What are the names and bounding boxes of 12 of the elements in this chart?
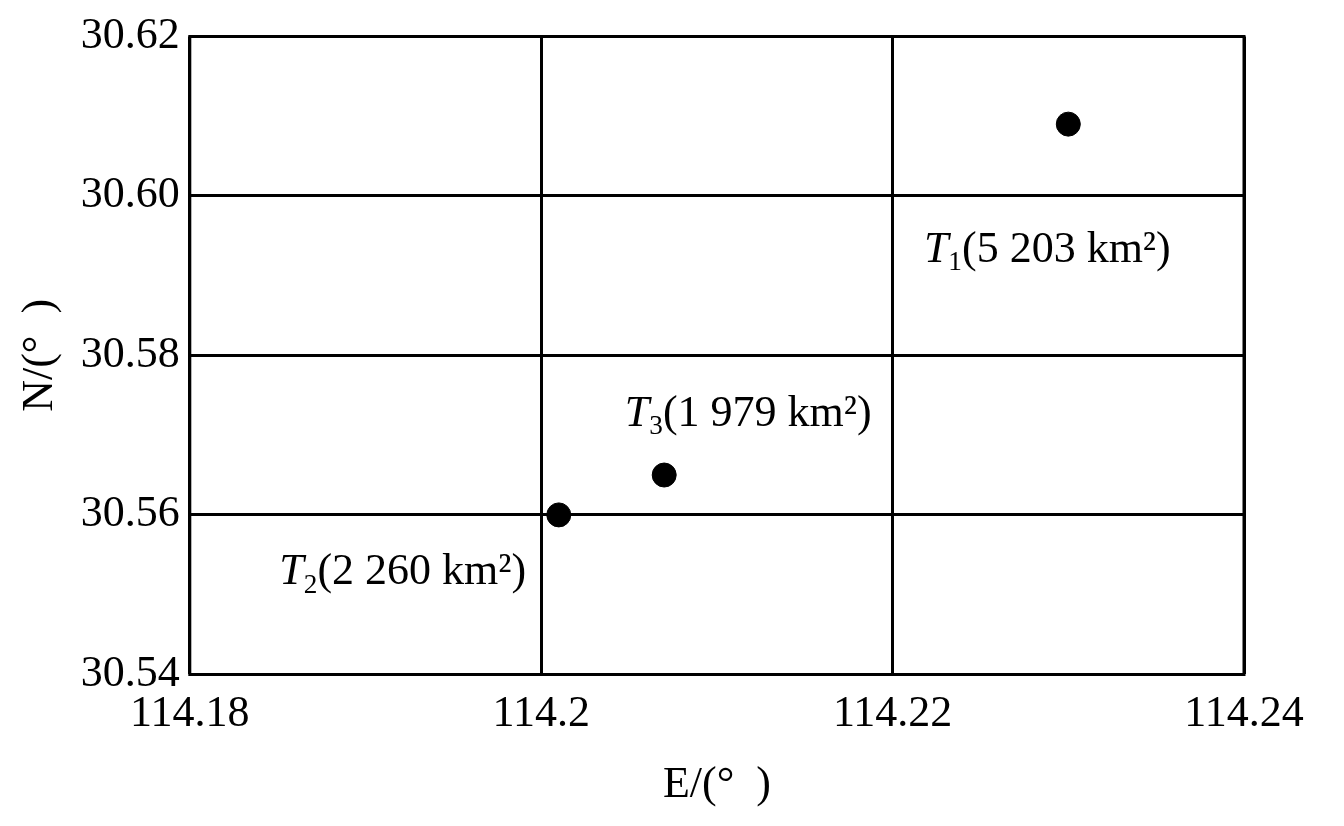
x-axis-title: E/(° )	[662, 758, 771, 808]
point	[546, 502, 572, 528]
point	[651, 462, 677, 488]
y-axis-title: N/(° )	[12, 298, 62, 412]
y-tick-label: 30.62	[80, 8, 180, 58]
y-tick-label: 30.60	[80, 168, 180, 218]
x-tick-label: 114.2	[492, 687, 590, 737]
y-tick-label: 30.56	[80, 487, 180, 537]
x-tick-label: 114.22	[832, 687, 953, 737]
point	[1055, 111, 1081, 137]
x-tick-label: 114.24	[1184, 687, 1304, 737]
y-tick-label: 30.58	[80, 327, 180, 377]
